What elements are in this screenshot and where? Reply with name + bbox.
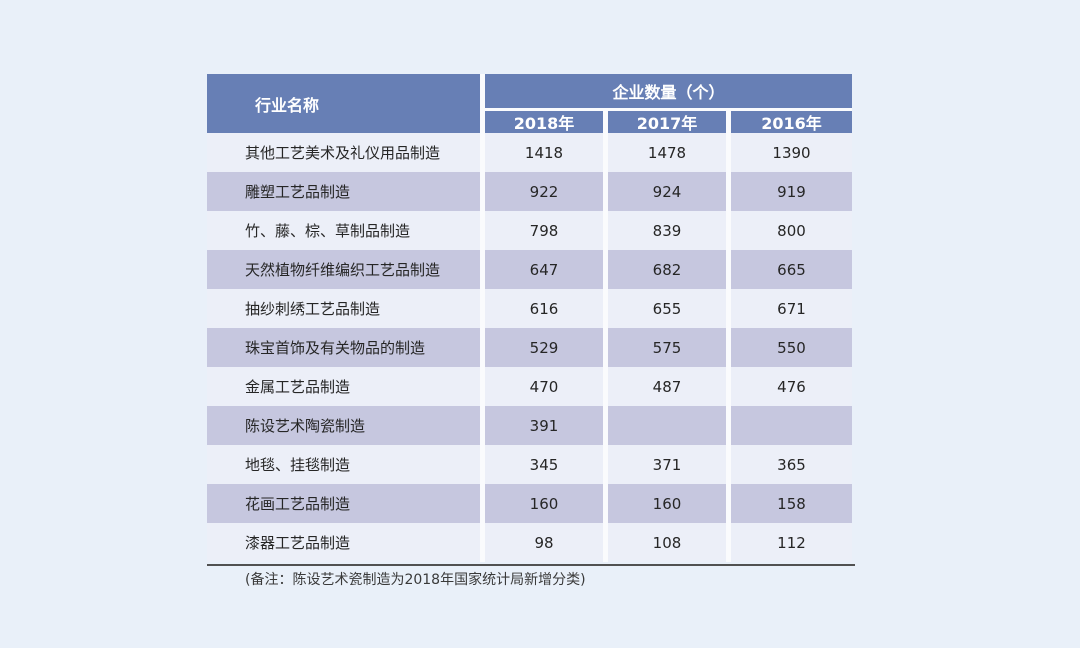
col-header-2018: 2018年 bbox=[485, 111, 603, 133]
value-cell-2017: 682 bbox=[608, 250, 726, 289]
value-cell-2018: 647 bbox=[485, 250, 603, 289]
industry-name-cell: 陈设艺术陶瓷制造 bbox=[207, 406, 480, 445]
value-cell-2016: 476 bbox=[731, 367, 852, 406]
table-row: 雕塑工艺品制造 922 924 919 bbox=[207, 172, 852, 211]
value-cell-2017: 924 bbox=[608, 172, 726, 211]
industry-name-cell: 竹、藤、棕、草制品制造 bbox=[207, 211, 480, 250]
value-cell-2016: 112 bbox=[731, 523, 852, 562]
table-row: 珠宝首饰及有关物品的制造 529 575 550 bbox=[207, 328, 852, 367]
footnote-divider bbox=[207, 564, 855, 566]
industry-name-cell: 金属工艺品制造 bbox=[207, 367, 480, 406]
col-header-2017: 2017年 bbox=[608, 111, 726, 133]
industry-enterprise-table: 行业名称 企业数量（个） 2018年 2017年 2016年 其他工艺美术及礼仪… bbox=[207, 74, 852, 562]
value-cell-2018: 1418 bbox=[485, 133, 603, 172]
table-row: 抽纱刺绣工艺品制造 616 655 671 bbox=[207, 289, 852, 328]
industry-name-cell: 天然植物纤维编织工艺品制造 bbox=[207, 250, 480, 289]
industry-name-cell: 抽纱刺绣工艺品制造 bbox=[207, 289, 480, 328]
value-cell-2016 bbox=[731, 406, 852, 445]
value-cell-2018: 98 bbox=[485, 523, 603, 562]
value-cell-2017: 839 bbox=[608, 211, 726, 250]
table-row: 漆器工艺品制造 98 108 112 bbox=[207, 523, 852, 562]
table-row: 竹、藤、棕、草制品制造 798 839 800 bbox=[207, 211, 852, 250]
value-cell-2018: 470 bbox=[485, 367, 603, 406]
value-cell-2017: 487 bbox=[608, 367, 726, 406]
table-row: 地毯、挂毯制造 345 371 365 bbox=[207, 445, 852, 484]
industry-name-cell: 珠宝首饰及有关物品的制造 bbox=[207, 328, 480, 367]
value-cell-2017: 371 bbox=[608, 445, 726, 484]
value-cell-2018: 798 bbox=[485, 211, 603, 250]
table-header: 行业名称 企业数量（个） 2018年 2017年 2016年 bbox=[207, 74, 852, 133]
value-cell-2018: 391 bbox=[485, 406, 603, 445]
value-cell-2016: 665 bbox=[731, 250, 852, 289]
value-cell-2016: 365 bbox=[731, 445, 852, 484]
industry-name-cell: 其他工艺美术及礼仪用品制造 bbox=[207, 133, 480, 172]
value-cell-2017: 160 bbox=[608, 484, 726, 523]
value-cell-2016: 550 bbox=[731, 328, 852, 367]
value-cell-2016: 1390 bbox=[731, 133, 852, 172]
table-row: 花画工艺品制造 160 160 158 bbox=[207, 484, 852, 523]
value-cell-2018: 160 bbox=[485, 484, 603, 523]
value-cell-2017 bbox=[608, 406, 726, 445]
table-row: 其他工艺美术及礼仪用品制造 1418 1478 1390 bbox=[207, 133, 852, 172]
col-header-enterprise-count-group: 企业数量（个） bbox=[485, 74, 852, 108]
value-cell-2018: 529 bbox=[485, 328, 603, 367]
table-row: 陈设艺术陶瓷制造 391 bbox=[207, 406, 852, 445]
value-cell-2016: 671 bbox=[731, 289, 852, 328]
value-cell-2017: 108 bbox=[608, 523, 726, 562]
value-cell-2017: 575 bbox=[608, 328, 726, 367]
table-body: 其他工艺美术及礼仪用品制造 1418 1478 1390 雕塑工艺品制造 922 924 91… bbox=[207, 133, 852, 562]
col-header-2016: 2016年 bbox=[731, 111, 852, 133]
value-cell-2017: 655 bbox=[608, 289, 726, 328]
table-row: 金属工艺品制造 470 487 476 bbox=[207, 367, 852, 406]
industry-name-cell: 雕塑工艺品制造 bbox=[207, 172, 480, 211]
value-cell-2016: 919 bbox=[731, 172, 852, 211]
footnote: (备注：陈设艺术瓷制造为2018年国家统计局新增分类) bbox=[245, 572, 586, 588]
value-cell-2018: 345 bbox=[485, 445, 603, 484]
value-cell-2018: 616 bbox=[485, 289, 603, 328]
value-cell-2016: 158 bbox=[731, 484, 852, 523]
value-cell-2018: 922 bbox=[485, 172, 603, 211]
industry-name-cell: 花画工艺品制造 bbox=[207, 484, 480, 523]
value-cell-2016: 800 bbox=[731, 211, 852, 250]
table-row: 天然植物纤维编织工艺品制造 647 682 665 bbox=[207, 250, 852, 289]
industry-name-cell: 地毯、挂毯制造 bbox=[207, 445, 480, 484]
value-cell-2017: 1478 bbox=[608, 133, 726, 172]
industry-name-cell: 漆器工艺品制造 bbox=[207, 523, 480, 562]
col-header-industry: 行业名称 bbox=[207, 74, 480, 133]
